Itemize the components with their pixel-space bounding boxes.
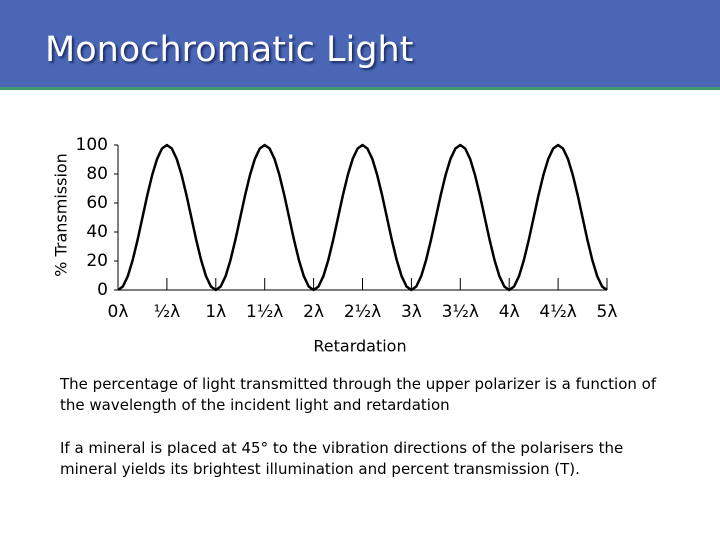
x-tick-label: 3λ: [401, 302, 422, 322]
x-tick-label: 1½λ: [246, 302, 283, 322]
x-tick-label: 0λ: [108, 302, 129, 322]
x-tick-label: 1λ: [205, 302, 226, 322]
x-tick-label: ½λ: [154, 302, 181, 322]
x-tick-label: 2λ: [303, 302, 324, 322]
y-tick-label: 20: [86, 251, 108, 271]
y-tick-label: 80: [86, 164, 108, 184]
slide-title: Monochromatic Light: [45, 30, 414, 70]
x-tick-label: 3½λ: [442, 302, 479, 322]
x-axis-label: Retardation: [313, 337, 406, 356]
y-axis-label: % Transmission: [52, 153, 71, 277]
x-tick-label: 4λ: [499, 302, 520, 322]
chart: % Transmission Retardation 0 20 40 60 80 100 0…: [52, 135, 618, 356]
x-tick-label: 4½λ: [539, 302, 576, 322]
transmission-curve: [117, 143, 608, 292]
y-tick-label: 60: [86, 193, 108, 213]
y-tick-label: 40: [86, 222, 108, 242]
x-tick-label: 2½λ: [344, 302, 381, 322]
paragraph: If a mineral is placed at 45° to the vib…: [60, 439, 624, 478]
paragraph: The percentage of light transmitted thro…: [60, 375, 657, 414]
y-tick-label: 0: [97, 280, 108, 300]
x-tick-label: 5λ: [597, 302, 618, 322]
header-bar: Monochromatic Light: [0, 0, 720, 90]
y-tick-label: 100: [76, 135, 108, 155]
